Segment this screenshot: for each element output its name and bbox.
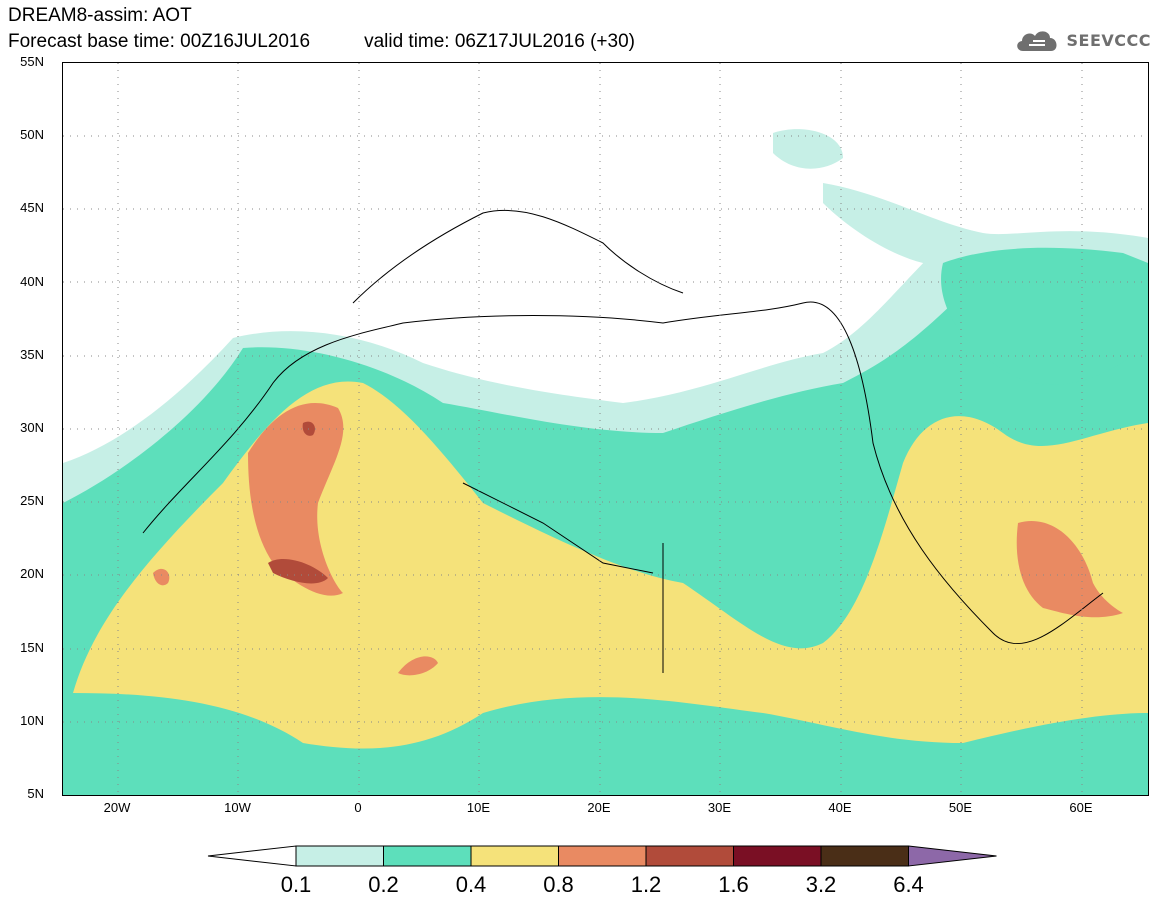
lat-label: 55N: [20, 54, 44, 69]
title-line-2: Forecast base time: 00Z16JUL2016 valid ti…: [8, 32, 635, 52]
lon-label: 50E: [948, 800, 973, 815]
lon-label: 10E: [466, 800, 491, 815]
colorbar-level-label: 0.1: [280, 872, 312, 897]
colorbar-segment: [383, 845, 472, 867]
colorbar-level-label: 0.4: [455, 872, 487, 897]
lat-lon-grid: [63, 63, 1148, 795]
lat-label: 30N: [20, 420, 44, 435]
colorbar-segment: [295, 845, 384, 867]
lat-label: 35N: [20, 346, 44, 362]
lat-label: 15N: [20, 639, 44, 655]
lon-label: 40E: [828, 800, 852, 815]
cloud-logo-icon: [1016, 31, 1057, 51]
colorbar-level-label: 6.4: [893, 872, 924, 897]
aot-map: [62, 62, 1149, 796]
lat-label: 5N: [27, 786, 44, 801]
product-title: DREAM8-assim: AOT: [8, 5, 192, 26]
colorbar-segment: [733, 845, 822, 867]
lat-label: 45N: [20, 200, 44, 216]
coastline-outlines: [142, 209, 1104, 673]
lat-label: 50N: [20, 127, 44, 143]
lon-label: 10W: [224, 800, 251, 815]
colorbar-level-label: 3.2: [805, 872, 837, 897]
lat-label: 10N: [20, 712, 44, 728]
colorbar-segment: [558, 845, 647, 867]
aot-field-svg: [63, 63, 1148, 795]
colorbar-segment: [470, 845, 559, 867]
lat-label: 40N: [20, 273, 44, 289]
lat-label: 25N: [20, 493, 44, 509]
base-time-label: Forecast base time: 00Z16JUL2016: [8, 31, 311, 52]
colorbar-under-triangle: [207, 845, 297, 867]
logo-text: SEEVCCC: [1066, 30, 1151, 50]
lon-label: 60E: [1069, 800, 1093, 815]
colorbar-level-label: 0.8: [543, 872, 574, 897]
colorbar-over-triangle: [908, 845, 997, 867]
lon-label: 20W: [103, 800, 131, 815]
colorbar-segment: [820, 845, 909, 867]
aot-level-0.8: [153, 403, 1123, 676]
colorbar-level-label: 1.6: [718, 872, 749, 897]
lon-label: 0: [354, 800, 362, 815]
aot-level-0.4: [73, 381, 1148, 749]
lon-label: 30E: [707, 800, 732, 815]
seevccc-logo: SEEVCCC: [1013, 22, 1152, 58]
colorbar-level-label: 1.2: [630, 872, 662, 897]
valid-time-label: valid time: 06Z17JUL2016 (+30): [364, 31, 635, 52]
colorbar-segment: [645, 845, 734, 867]
lon-label: 20E: [587, 800, 611, 815]
title-line-1: DREAM8-assim: AOT: [8, 6, 192, 26]
colorbar-level-label: 0.2: [368, 872, 399, 897]
lat-label: 20N: [20, 566, 44, 582]
